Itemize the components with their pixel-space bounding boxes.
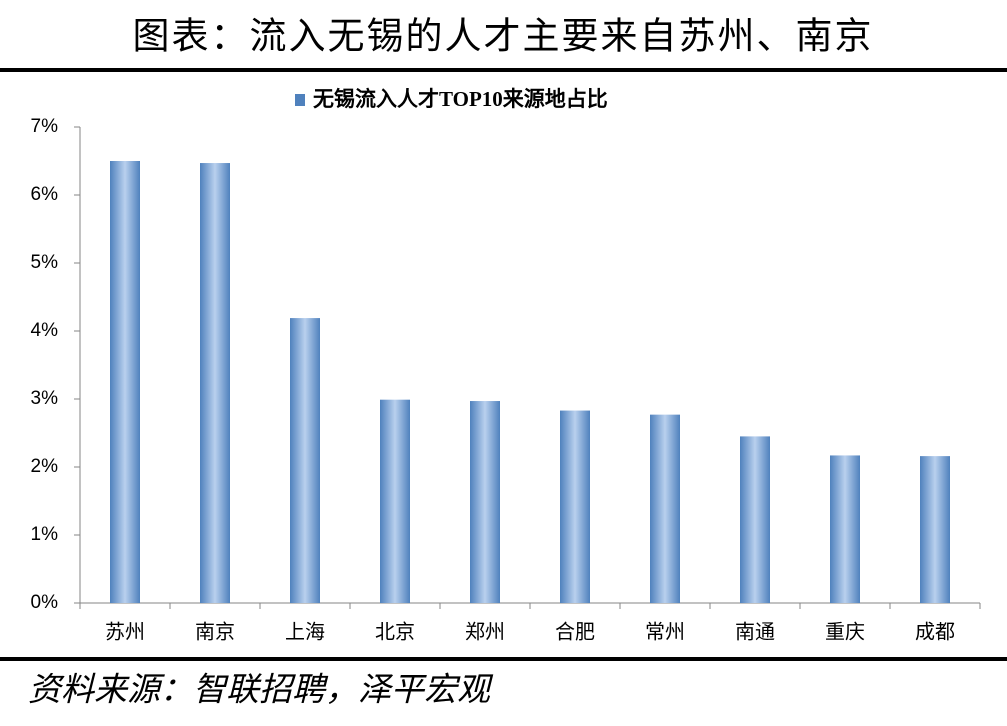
x-tick-label: 成都 (915, 621, 955, 644)
bar (290, 318, 320, 603)
bar (200, 163, 230, 604)
legend-label: 无锡流入人才TOP10来源地占比 (313, 87, 608, 111)
bar (380, 399, 410, 603)
y-tick-label: 7% (31, 116, 59, 137)
x-tick-label: 北京 (375, 621, 415, 644)
footer-rule (0, 657, 1007, 661)
bar (560, 410, 590, 603)
bar (740, 436, 770, 603)
y-tick-label: 3% (31, 388, 59, 409)
x-tick-label: 合肥 (555, 621, 595, 644)
x-tick-label: 苏州 (105, 621, 145, 644)
y-tick-label: 5% (31, 252, 59, 273)
x-tick-label: 上海 (285, 621, 325, 644)
bar (650, 414, 680, 603)
x-tick-label: 重庆 (825, 621, 865, 644)
source-note: 资料来源：智联招聘，泽平宏观 (28, 673, 494, 709)
chart-title: 图表：流入无锡的人才主要来自苏州、南京 (133, 15, 874, 57)
x-tick-label: 南通 (735, 621, 775, 644)
legend-swatch (295, 94, 305, 106)
y-tick-label: 1% (31, 524, 59, 545)
bar (470, 401, 500, 603)
bar (110, 161, 140, 603)
y-tick-label: 0% (31, 592, 59, 613)
x-tick-label: 南京 (195, 621, 235, 644)
x-tick-label: 郑州 (465, 621, 505, 644)
y-tick-label: 6% (31, 184, 59, 205)
bar (830, 455, 860, 603)
bar (920, 456, 950, 603)
y-tick-label: 2% (31, 456, 59, 477)
x-tick-label: 常州 (645, 621, 685, 644)
y-tick-label: 4% (31, 320, 59, 341)
title-rule (0, 68, 1007, 72)
